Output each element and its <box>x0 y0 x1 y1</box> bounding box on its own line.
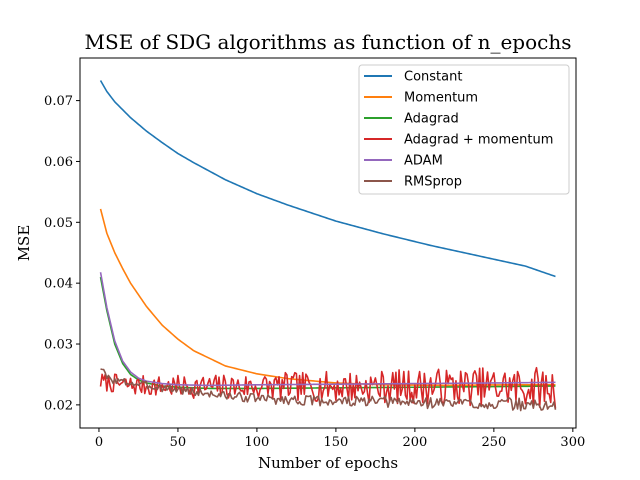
x-tick-label: 150 <box>323 435 348 450</box>
series-line-rmsprop <box>100 368 557 412</box>
axes-frame <box>79 57 577 429</box>
y-tick-label: 0.07 <box>44 94 73 109</box>
legend-entry-label: Constant <box>404 70 462 85</box>
x-tick-label: 300 <box>560 435 585 450</box>
y-axis: 0.02 0.03 0.04 0.05 0.06 0.07 <box>44 94 80 413</box>
legend-entry-label: Adagrad <box>404 112 459 127</box>
legend-entry-label: RMSprop <box>404 175 462 190</box>
x-tick-label: 0 <box>95 435 103 450</box>
y-tick-label: 0.04 <box>44 277 73 292</box>
legend: Constant Momentum Adagrad Adagrad + momentu… <box>358 64 570 195</box>
legend-box <box>358 64 570 195</box>
x-axis-label: Number of epochs <box>258 454 398 472</box>
legend-entry-label: ADAM <box>404 154 443 169</box>
series-line-constant <box>99 80 556 278</box>
series-line-adagrad-momentum <box>99 366 557 409</box>
series-layer <box>99 80 557 412</box>
legend-entry-label: Momentum <box>404 91 478 106</box>
x-tick-label: 200 <box>402 435 427 450</box>
x-axis: 0 50 100 150 200 250 300 <box>95 428 585 450</box>
y-tick-label: 0.06 <box>44 155 73 170</box>
y-tick-label: 0.02 <box>44 398 73 413</box>
y-axis-label: MSE <box>15 225 33 262</box>
chart-title: MSE of SDG algorithms as function of n_e… <box>85 30 572 54</box>
y-tick-label: 0.03 <box>44 338 73 353</box>
series-line-adam <box>99 272 556 387</box>
x-tick-label: 50 <box>170 435 187 450</box>
plot-area <box>79 57 577 429</box>
y-tick-label: 0.05 <box>44 216 73 231</box>
x-tick-label: 250 <box>481 435 506 450</box>
x-tick-label: 100 <box>245 435 270 450</box>
legend-entry-label: Adagrad + momentum <box>404 133 553 148</box>
